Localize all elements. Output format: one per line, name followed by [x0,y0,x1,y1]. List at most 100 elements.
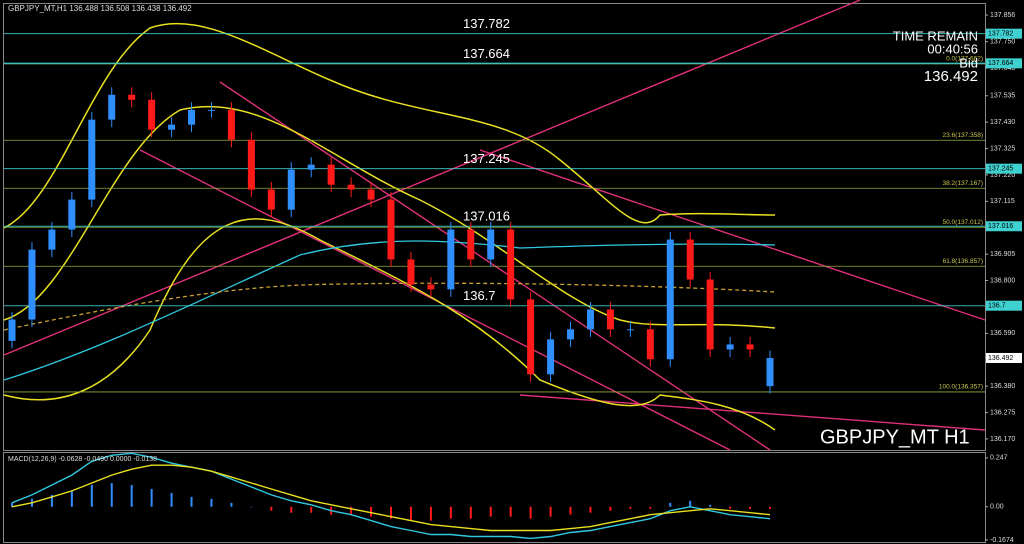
level-label: 137.664 [463,46,510,61]
candle-body [447,229,455,290]
band-middle [3,105,776,329]
time-remain: 00:40:56 [927,41,978,56]
candle-body [347,184,355,190]
level-label: 137.245 [463,151,510,166]
candle-body [287,169,295,210]
bid-box-label: 136.492 [988,355,1013,362]
y-tick-label: 137.115 [990,198,1015,205]
candle-body [247,139,255,190]
ma-line [3,240,776,381]
y-tick-label: 136.275 [990,409,1015,416]
macd-bar [210,498,213,507]
candle-body [48,229,56,250]
candle-body [148,99,156,130]
macd-bar [509,506,512,517]
macd-bar [70,490,73,507]
macd-bar [11,502,13,507]
macd-bar [429,506,432,521]
candle-body [387,199,395,260]
bid-label: Bid [959,55,978,70]
fib-label: 0.0(137.662) [946,56,983,63]
y-tick-label: 136.800 [990,277,1015,284]
macd-line [11,452,771,540]
macd-bar [529,506,532,519]
symbol-label: GBPJPY_MT H1 [820,426,970,448]
y-tick-label: 0.247 [990,455,1008,462]
candle-body [108,94,116,120]
macd-bar [649,506,652,509]
price-box-label: 137.016 [988,223,1013,230]
candle-body [407,259,415,285]
price-box [986,28,1022,39]
candle-body [168,124,176,130]
macd-bar [549,506,552,517]
price-box-label: 137.245 [988,166,1013,173]
candle-body [227,109,235,140]
fib-label: 50.0(137.012) [943,219,983,226]
level-label: 137.016 [463,209,510,224]
price-box [986,58,1022,69]
macd-bar [669,502,672,507]
macd-bar [489,506,492,517]
y-tick-label: 136.170 [990,436,1015,443]
y-tick-label: 137.645 [990,65,1015,72]
candle-body [427,284,435,290]
bid-value: 136.492 [924,68,978,85]
candle-body [188,109,196,125]
macd-bar [370,506,373,517]
candle-body [746,344,754,350]
candle-body [527,299,535,375]
chart-title: GBPJPY_MT,H1 136.488 136.508 136.438 136… [8,4,192,13]
y-tick-label: 137.750 [990,39,1015,46]
candle-body [128,94,136,100]
price-box [986,163,1022,174]
macd-bar [150,488,153,507]
time-remain-label: TIME REMAIN [893,28,978,43]
moving-average [3,240,776,381]
price-box [986,221,1022,232]
trend-line [479,149,986,321]
candle-body [686,239,694,280]
macd-bar [689,500,692,507]
candle-body [646,329,654,360]
y-tick-label: 136.380 [990,383,1015,390]
band-upper [3,22,776,229]
y-tick-label: 137.220 [990,172,1015,179]
macd-bar [350,506,353,515]
price-box-label: 137.782 [988,31,1013,38]
macd-bar [110,483,113,507]
candle-body [586,309,594,330]
macd-bar [230,502,233,507]
candle-body [547,339,555,375]
macd-bar [290,506,293,513]
candle-body [367,189,375,200]
fib-label: 38.2(137.167) [943,180,983,187]
macd-bar [729,506,732,509]
bid-box [986,352,1022,363]
macd-bar [270,506,273,511]
macd-bar [409,506,412,521]
candle-body [207,109,215,111]
candle-body [88,119,96,200]
candle-body [267,189,275,210]
macd-label: MACD(12,26,9) -0.0628 -0.0490 0.0000 -0.… [8,456,157,463]
macd-panel: 0.247 0.00 -0.1674 [11,452,1014,544]
band-lower [3,218,776,431]
macd-bar [749,506,752,509]
price-box [986,300,1022,311]
y-tick-label: 137.535 [990,93,1015,100]
candle-body [487,229,495,260]
candle-body [68,199,76,230]
candle-body [626,329,634,331]
macd-frame [3,452,986,543]
candle-body [8,319,16,341]
macd-bar [50,494,53,507]
level-label: 137.782 [463,16,510,31]
macd-bar [589,506,592,513]
macd-bar [310,506,313,513]
macd-bar [449,506,452,519]
candle-body [507,229,515,300]
price-box-label: 137.664 [988,60,1013,67]
macd-signal [11,464,771,532]
